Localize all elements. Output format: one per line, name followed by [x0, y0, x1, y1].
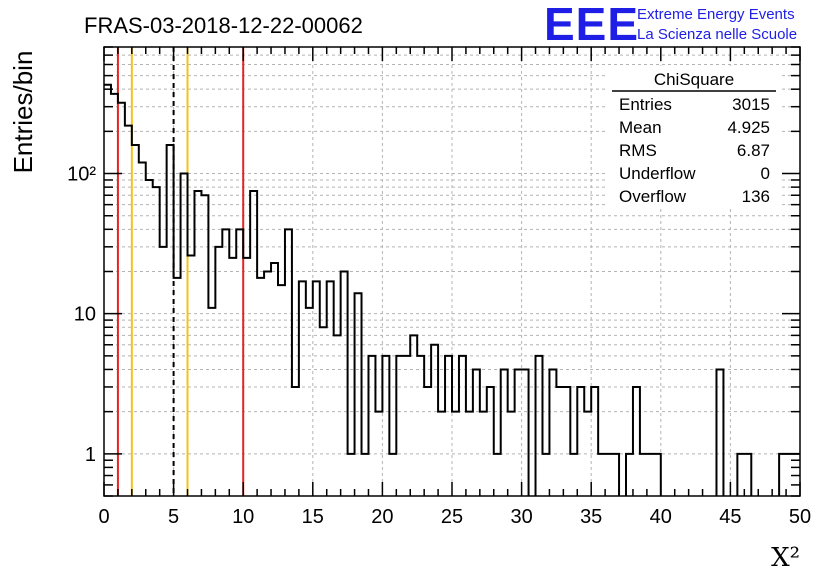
y-tick-label: 10²	[67, 164, 96, 186]
stats-row-value: 6.87	[737, 141, 770, 160]
x-tick-label: 35	[580, 506, 602, 528]
stats-row-label: Mean	[619, 118, 662, 137]
x-tick-label: 50	[789, 506, 811, 528]
x-tick-label: 10	[232, 506, 254, 528]
x-tick-label: 0	[98, 506, 109, 528]
stats-rows: Entries 3015 Mean 4.925 RMS 6.87 Underflow 0 Ove…	[619, 95, 770, 206]
x-tick-label: 45	[719, 506, 741, 528]
x-axis-title: X²	[771, 543, 800, 572]
stats-row-value: 0	[761, 164, 770, 183]
grid-lines	[104, 47, 800, 496]
logo-line-2: La Scienza nelle Scuole	[637, 26, 797, 43]
y-tick-label: 10	[74, 304, 96, 326]
x-tick-label: 25	[441, 506, 463, 528]
stats-row-value: 4.925	[727, 118, 770, 137]
stats-row-label: Overflow	[619, 187, 687, 206]
stats-row-label: RMS	[619, 141, 657, 160]
x-tick-label: 40	[650, 506, 672, 528]
stats-row-label: Entries	[619, 95, 672, 114]
reference-lines	[116, 47, 245, 496]
y-tick-labels: 1 10 10²	[67, 164, 96, 466]
y-axis-title: Entries/bin	[8, 51, 38, 174]
stats-row-value: 136	[742, 187, 770, 206]
chart-title: FRAS-03-2018-12-22-00062	[84, 13, 363, 38]
stats-box: ChiSquare Entries 3015 Mean 4.925 RMS 6.87 Und…	[608, 66, 780, 208]
x-tick-label: 15	[302, 506, 324, 528]
histogram-series	[104, 83, 800, 496]
eee-logo: EEE	[544, 0, 639, 50]
stats-row-value: 3015	[732, 95, 770, 114]
logo-line-1: Extreme Energy Events	[637, 6, 795, 23]
x-tick-label: 30	[510, 506, 532, 528]
x-tick-labels: 0 5 10 15 20 25 30 35 40 45 50	[98, 506, 811, 528]
stats-row-label: Underflow	[619, 164, 696, 183]
y-tick-label: 1	[85, 444, 96, 466]
axis-ticks	[103, 46, 801, 497]
x-tick-label: 20	[371, 506, 393, 528]
stats-box-background	[608, 66, 780, 208]
stats-box-name: ChiSquare	[654, 70, 734, 89]
x-tick-label: 5	[168, 506, 179, 528]
